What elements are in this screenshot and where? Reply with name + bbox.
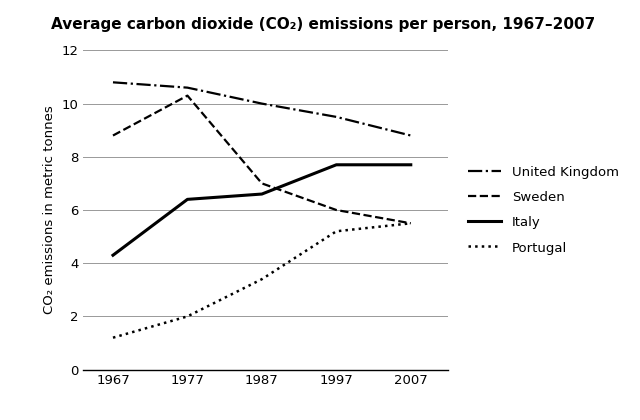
Y-axis label: CO₂ emissions in metric tonnes: CO₂ emissions in metric tonnes	[43, 105, 56, 315]
United Kingdom	[109, 80, 117, 85]
Italy	[407, 162, 415, 167]
Italy	[109, 253, 117, 258]
Portugal	[258, 277, 266, 282]
Portugal	[407, 221, 415, 226]
Italy	[333, 162, 340, 167]
Line: Portugal: Portugal	[113, 223, 411, 338]
Portugal	[333, 229, 340, 234]
Italy	[184, 197, 191, 202]
Italy	[258, 192, 266, 197]
Line: Sweden: Sweden	[113, 96, 411, 223]
Sweden	[407, 221, 415, 226]
Line: United Kingdom: United Kingdom	[113, 82, 411, 136]
Line: Italy: Italy	[113, 165, 411, 255]
Portugal	[109, 335, 117, 340]
Text: Average carbon dioxide (CO₂) emissions per person, 1967–2007: Average carbon dioxide (CO₂) emissions p…	[51, 17, 595, 32]
Portugal	[184, 314, 191, 319]
United Kingdom	[184, 85, 191, 90]
Sweden	[109, 133, 117, 138]
United Kingdom	[407, 133, 415, 138]
United Kingdom	[333, 114, 340, 119]
Sweden	[333, 207, 340, 213]
Legend: United Kingdom, Sweden, Italy, Portugal: United Kingdom, Sweden, Italy, Portugal	[462, 159, 626, 261]
Sweden	[184, 93, 191, 98]
Sweden	[258, 181, 266, 186]
United Kingdom	[258, 101, 266, 106]
